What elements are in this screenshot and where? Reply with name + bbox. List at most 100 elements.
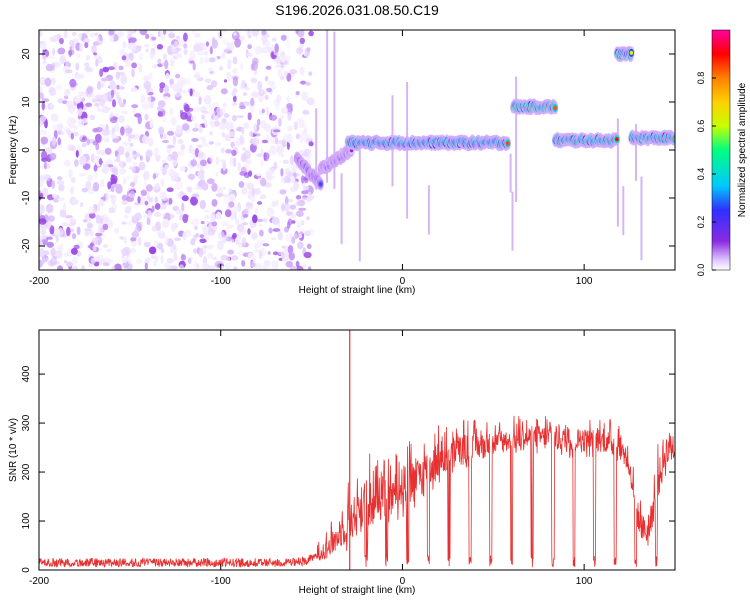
noise-blob [219, 66, 224, 71]
noise-blob [112, 99, 116, 108]
noise-blob [239, 101, 245, 108]
noise-blob [266, 34, 270, 38]
x-tick-label: 100 [576, 276, 593, 287]
noise-blob [68, 49, 72, 58]
noise-blob [241, 222, 248, 226]
noise-blob [42, 60, 47, 64]
noise-blob [68, 223, 76, 227]
noise-blob [259, 264, 267, 270]
noise-blob [95, 133, 102, 143]
noise-blob [145, 184, 153, 192]
noise-blob [63, 30, 68, 39]
noise-blob [102, 262, 110, 267]
noise-blob [39, 238, 43, 248]
spectral-streak [427, 185, 430, 235]
noise-blob [216, 55, 221, 60]
noise-blob [209, 265, 215, 270]
noise-blob [78, 173, 87, 177]
noise-blob [72, 199, 79, 205]
colorbar-ticks: 0.0 0.2 0.4 0.6 0.8 [696, 72, 716, 276]
noise-blob [233, 157, 237, 168]
noise-blob [81, 142, 87, 148]
noise-blob [143, 75, 150, 81]
noise-blob [205, 231, 210, 242]
snr-xlabel: Height of straight line (km) [299, 585, 416, 596]
y-tick-label: 10 [21, 96, 32, 108]
noise-blob [207, 252, 214, 259]
noise-blob [119, 167, 127, 175]
noise-blob [45, 104, 48, 109]
noise-blob [209, 213, 216, 222]
x-tick-label: 100 [576, 576, 593, 587]
noise-blob [153, 212, 162, 217]
noise-blob [283, 246, 288, 253]
noise-blob [44, 77, 52, 87]
noise-blob [218, 109, 223, 118]
noise-blob [253, 249, 261, 253]
noise-blob [146, 192, 150, 199]
noise-blob [149, 50, 154, 60]
noise-blob [66, 129, 72, 135]
spectral-streak [333, 31, 336, 189]
noise-blob [121, 55, 127, 61]
noise-blob [128, 52, 133, 59]
noise-blob [66, 100, 74, 109]
noise-blob [169, 107, 174, 116]
noise-blob [71, 233, 77, 240]
noise-blob [109, 80, 116, 90]
noise-blob [39, 92, 44, 100]
noise-blob [169, 57, 175, 67]
noise-blob [277, 220, 281, 228]
noise-blob [305, 81, 311, 86]
noise-blob [45, 63, 54, 72]
noise-blob [144, 200, 149, 206]
noise-blob [182, 213, 189, 224]
noise-blob [201, 262, 209, 270]
noise-blob [86, 138, 90, 146]
noise-blob [93, 52, 98, 56]
noise-blob [75, 62, 80, 71]
noise-blob [308, 141, 314, 147]
noise-blob [205, 142, 211, 147]
noise-blob [162, 53, 167, 60]
noise-blob [295, 133, 301, 140]
noise-blob [101, 105, 110, 114]
noise-blob [231, 206, 240, 213]
noise-blob [108, 207, 115, 214]
noise-blob [49, 103, 55, 109]
noise-blob [180, 112, 188, 120]
noise-blob [41, 255, 46, 265]
noise-blob [66, 261, 72, 267]
noise-blob [90, 153, 95, 163]
noise-blob [295, 201, 303, 207]
noise-blob [100, 83, 104, 89]
noise-blob [295, 260, 300, 268]
noise-blob [241, 260, 246, 267]
noise-blob [159, 82, 166, 89]
noise-blob [94, 102, 100, 107]
noise-blob [251, 232, 258, 240]
noise-blob [47, 134, 52, 143]
noise-blob [168, 32, 176, 39]
noise-blob [39, 85, 43, 94]
noise-blob [198, 124, 203, 134]
noise-blob [209, 154, 214, 163]
noise-blob [209, 57, 216, 63]
noise-blob [280, 62, 284, 69]
noise-blob [137, 196, 141, 204]
noise-blob [167, 130, 175, 136]
noise-blob [63, 160, 72, 167]
noise-blob [194, 226, 198, 230]
noise-blob [197, 144, 203, 148]
snr-series-line [39, 415, 675, 568]
noise-blob [302, 129, 308, 136]
y-tick-label: 200 [21, 463, 32, 480]
noise-blob [151, 225, 157, 232]
noise-blob [280, 114, 285, 119]
noise-blob [221, 30, 228, 33]
noise-blob [126, 221, 134, 226]
noise-blob [182, 123, 190, 131]
noise-blob [114, 112, 120, 118]
noise-blob [254, 207, 259, 214]
